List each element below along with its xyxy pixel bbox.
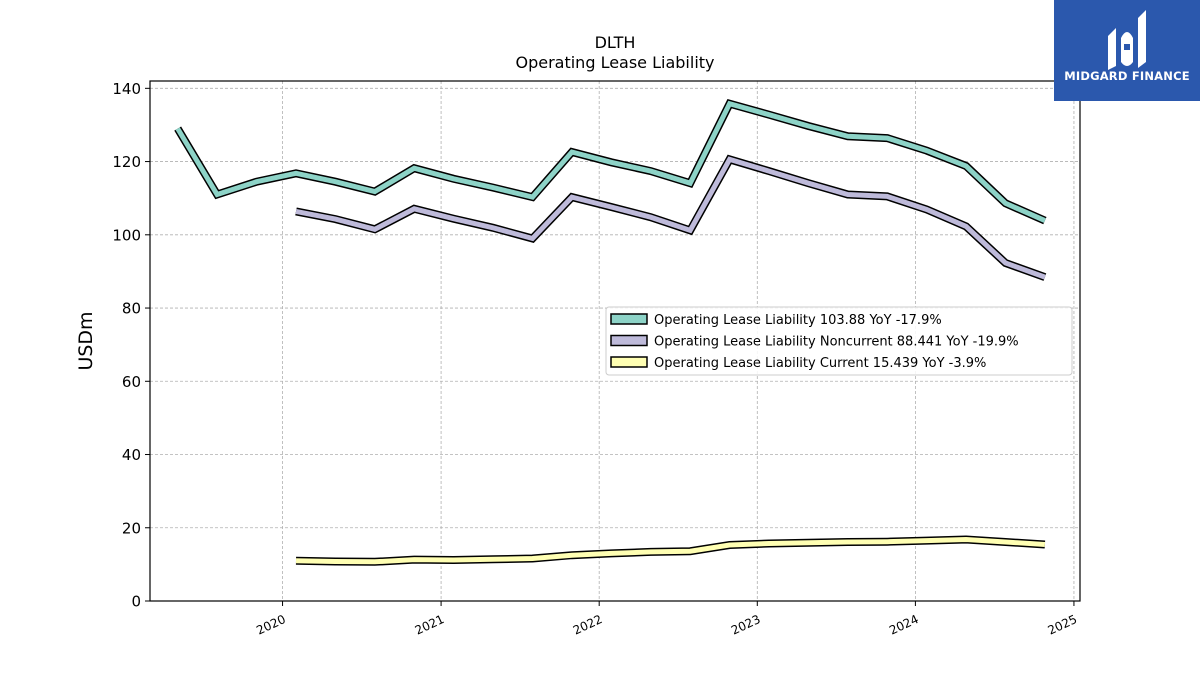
- y-tick-label: 40: [122, 446, 141, 464]
- x-tick-label: 2021: [413, 612, 447, 638]
- series-line: [175, 100, 1046, 223]
- series-lines: [174, 98, 1047, 566]
- legend-label: Operating Lease Liability Current 15.439…: [654, 356, 986, 371]
- legend: Operating Lease Liability 103.88 YoY -17…: [605, 306, 1073, 376]
- legend-swatch: [610, 356, 648, 368]
- series-line: [295, 536, 1046, 565]
- y-tick-label: 120: [112, 153, 141, 171]
- legend-swatch: [610, 334, 648, 347]
- legend-box: [605, 306, 1073, 376]
- x-tick-label: 2025: [1046, 612, 1080, 638]
- series-2: [295, 535, 1046, 566]
- series-line: [295, 156, 1046, 280]
- x-tick-label: 2024: [887, 612, 921, 638]
- chart-title: DLTH: [595, 33, 636, 52]
- chart-subtitle: Operating Lease Liability: [515, 53, 714, 72]
- y-tick-label: 60: [122, 373, 141, 391]
- x-tick-label: 2023: [729, 612, 763, 638]
- series-0: [174, 98, 1047, 225]
- x-tick-label: 2022: [571, 612, 605, 638]
- midgard-logo: MIDGARD FINANCE: [1054, 0, 1200, 101]
- legend-label: Operating Lease Liability 103.88 YoY -17…: [654, 313, 942, 328]
- y-tick-label: 20: [122, 519, 141, 537]
- legend-label: Operating Lease Liability Noncurrent 88.…: [654, 335, 1019, 350]
- x-tick-label: 2020: [254, 612, 288, 638]
- legend-swatch: [610, 313, 648, 325]
- midgard-logo-icon: [1108, 10, 1146, 70]
- y-tick-label: 140: [112, 80, 141, 98]
- y-tick-label: 0: [131, 593, 141, 611]
- y-axis-label: USDm: [75, 311, 97, 370]
- series-1: [295, 154, 1047, 281]
- plot-frame: [149, 80, 1081, 602]
- y-tick-label: 100: [112, 226, 141, 244]
- logo-text: MIDGARD FINANCE: [1064, 69, 1190, 83]
- y-tick-label: 80: [122, 300, 141, 318]
- axis-ticks: 0 20 40 60 80 100 120 140 2020 2021 2022 2023 2024 20…: [112, 80, 1079, 638]
